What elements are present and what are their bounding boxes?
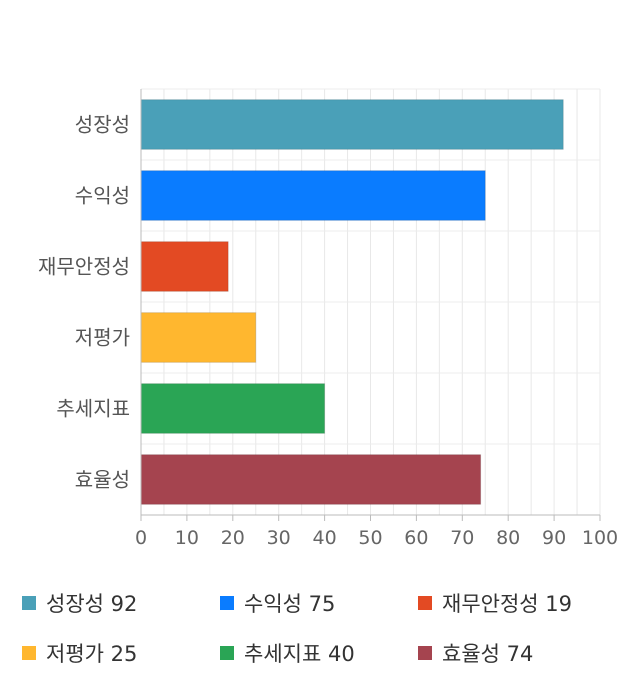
legend-item: 재무안정성 19 [418,588,572,618]
legend-item: 수익성 75 [220,588,335,618]
axes [140,89,601,521]
category-label: 추세지표 [56,397,130,421]
x-tick-labels: 0 10 20 30 40 50 60 70 80 90 100 [135,527,618,549]
x-tick-label: 50 [358,527,382,549]
x-tick-label: 100 [582,527,618,549]
legend-item: 효율성 74 [418,638,533,668]
x-tick-label: 30 [267,527,291,549]
bar [140,99,564,150]
legend-item: 성장성 92 [22,588,137,618]
legend-swatch [220,596,234,610]
x-tick-label: 70 [450,527,474,549]
category-label: 저평가 [75,326,130,350]
x-tick-label: 80 [496,527,520,549]
legend-swatch [22,596,36,610]
legend-label: 성장성 92 [46,592,138,616]
x-tick-label: 20 [221,527,245,549]
legend-label: 효율성 74 [442,642,534,666]
legend-swatch [418,646,432,660]
bar [140,241,229,292]
legend-label: 재무안정성 19 [442,592,572,616]
legend-item: 추세지표 40 [220,638,355,668]
grid-lines [141,88,601,516]
x-tick-label: 40 [313,527,337,549]
bar [140,454,482,505]
bar [140,170,486,221]
x-tick-label: 10 [175,527,199,549]
legend-swatch [22,646,36,660]
legend: 성장성 92 수익성 75 재무안정성 19 저평가 25 추세지표 40 효율… [0,580,640,690]
legend-label: 추세지표 40 [244,642,355,666]
legend-swatch [418,596,432,610]
bars [140,99,564,505]
x-tick-label: 0 [135,527,147,549]
x-tick-label: 60 [404,527,428,549]
category-label: 성장성 [75,113,130,137]
bar [140,312,257,363]
category-label: 재무안정성 [38,255,130,279]
legend-label: 수익성 75 [244,592,336,616]
category-label: 수익성 [75,184,130,208]
category-label: 효율성 [75,468,130,492]
legend-item: 저평가 25 [22,638,137,668]
legend-label: 저평가 25 [46,642,138,666]
x-tick-label: 90 [542,527,566,549]
bar [140,383,326,434]
legend-swatch [220,646,234,660]
